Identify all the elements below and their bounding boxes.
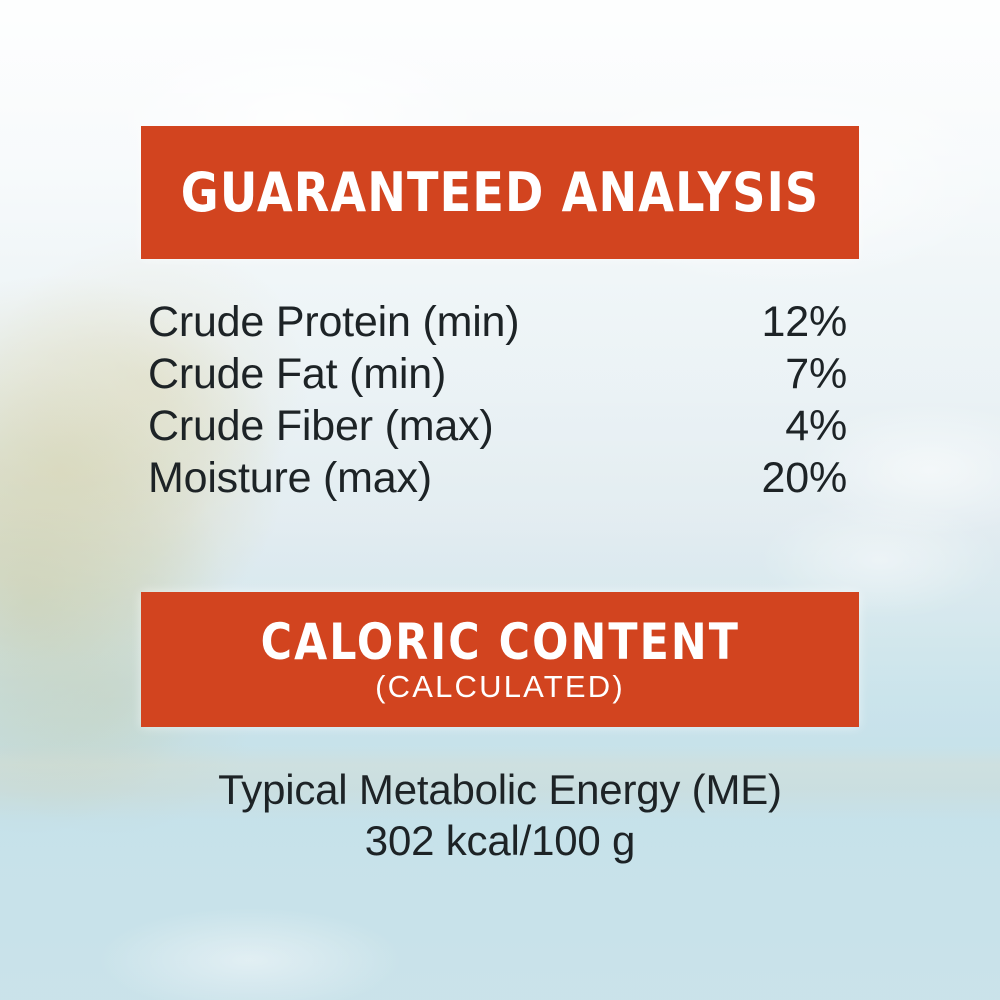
caloric-content-body: Typical Metabolic Energy (ME) 302 kcal/1… [0, 764, 1000, 866]
analysis-label-crude-fat: Crude Fat (min) [148, 350, 447, 398]
analysis-value-crude-fat: 7% [785, 350, 847, 398]
analysis-value-crude-fiber: 4% [785, 402, 847, 450]
guaranteed-analysis-banner: GUARANTEED ANALYSIS [141, 126, 859, 259]
caloric-content-line-value: 302 kcal/100 g [364, 817, 636, 864]
analysis-row-crude-fiber: Crude Fiber (max) 4% [148, 400, 847, 452]
analysis-row-moisture: Moisture (max) 20% [148, 452, 847, 504]
caloric-content-line-energy-type: Typical Metabolic Energy (ME) [218, 766, 782, 813]
analysis-row-crude-fat: Crude Fat (min) 7% [148, 348, 847, 400]
analysis-label-moisture: Moisture (max) [148, 454, 432, 502]
guaranteed-analysis-heading: GUARANTEED ANALYSIS [180, 160, 820, 224]
analysis-label-crude-protein: Crude Protein (min) [148, 298, 520, 346]
analysis-value-crude-protein: 12% [761, 298, 848, 346]
guaranteed-analysis-list: Crude Protein (min) 12% Crude Fat (min) … [148, 296, 847, 504]
analysis-value-moisture: 20% [761, 454, 848, 502]
analysis-row-crude-protein: Crude Protein (min) 12% [148, 296, 847, 348]
caloric-content-subheading: (CALCULATED) [375, 669, 625, 704]
caloric-content-heading: CALORIC CONTENT [260, 613, 740, 671]
analysis-label-crude-fiber: Crude Fiber (max) [148, 402, 494, 450]
caloric-content-banner: CALORIC CONTENT (CALCULATED) [141, 592, 859, 727]
